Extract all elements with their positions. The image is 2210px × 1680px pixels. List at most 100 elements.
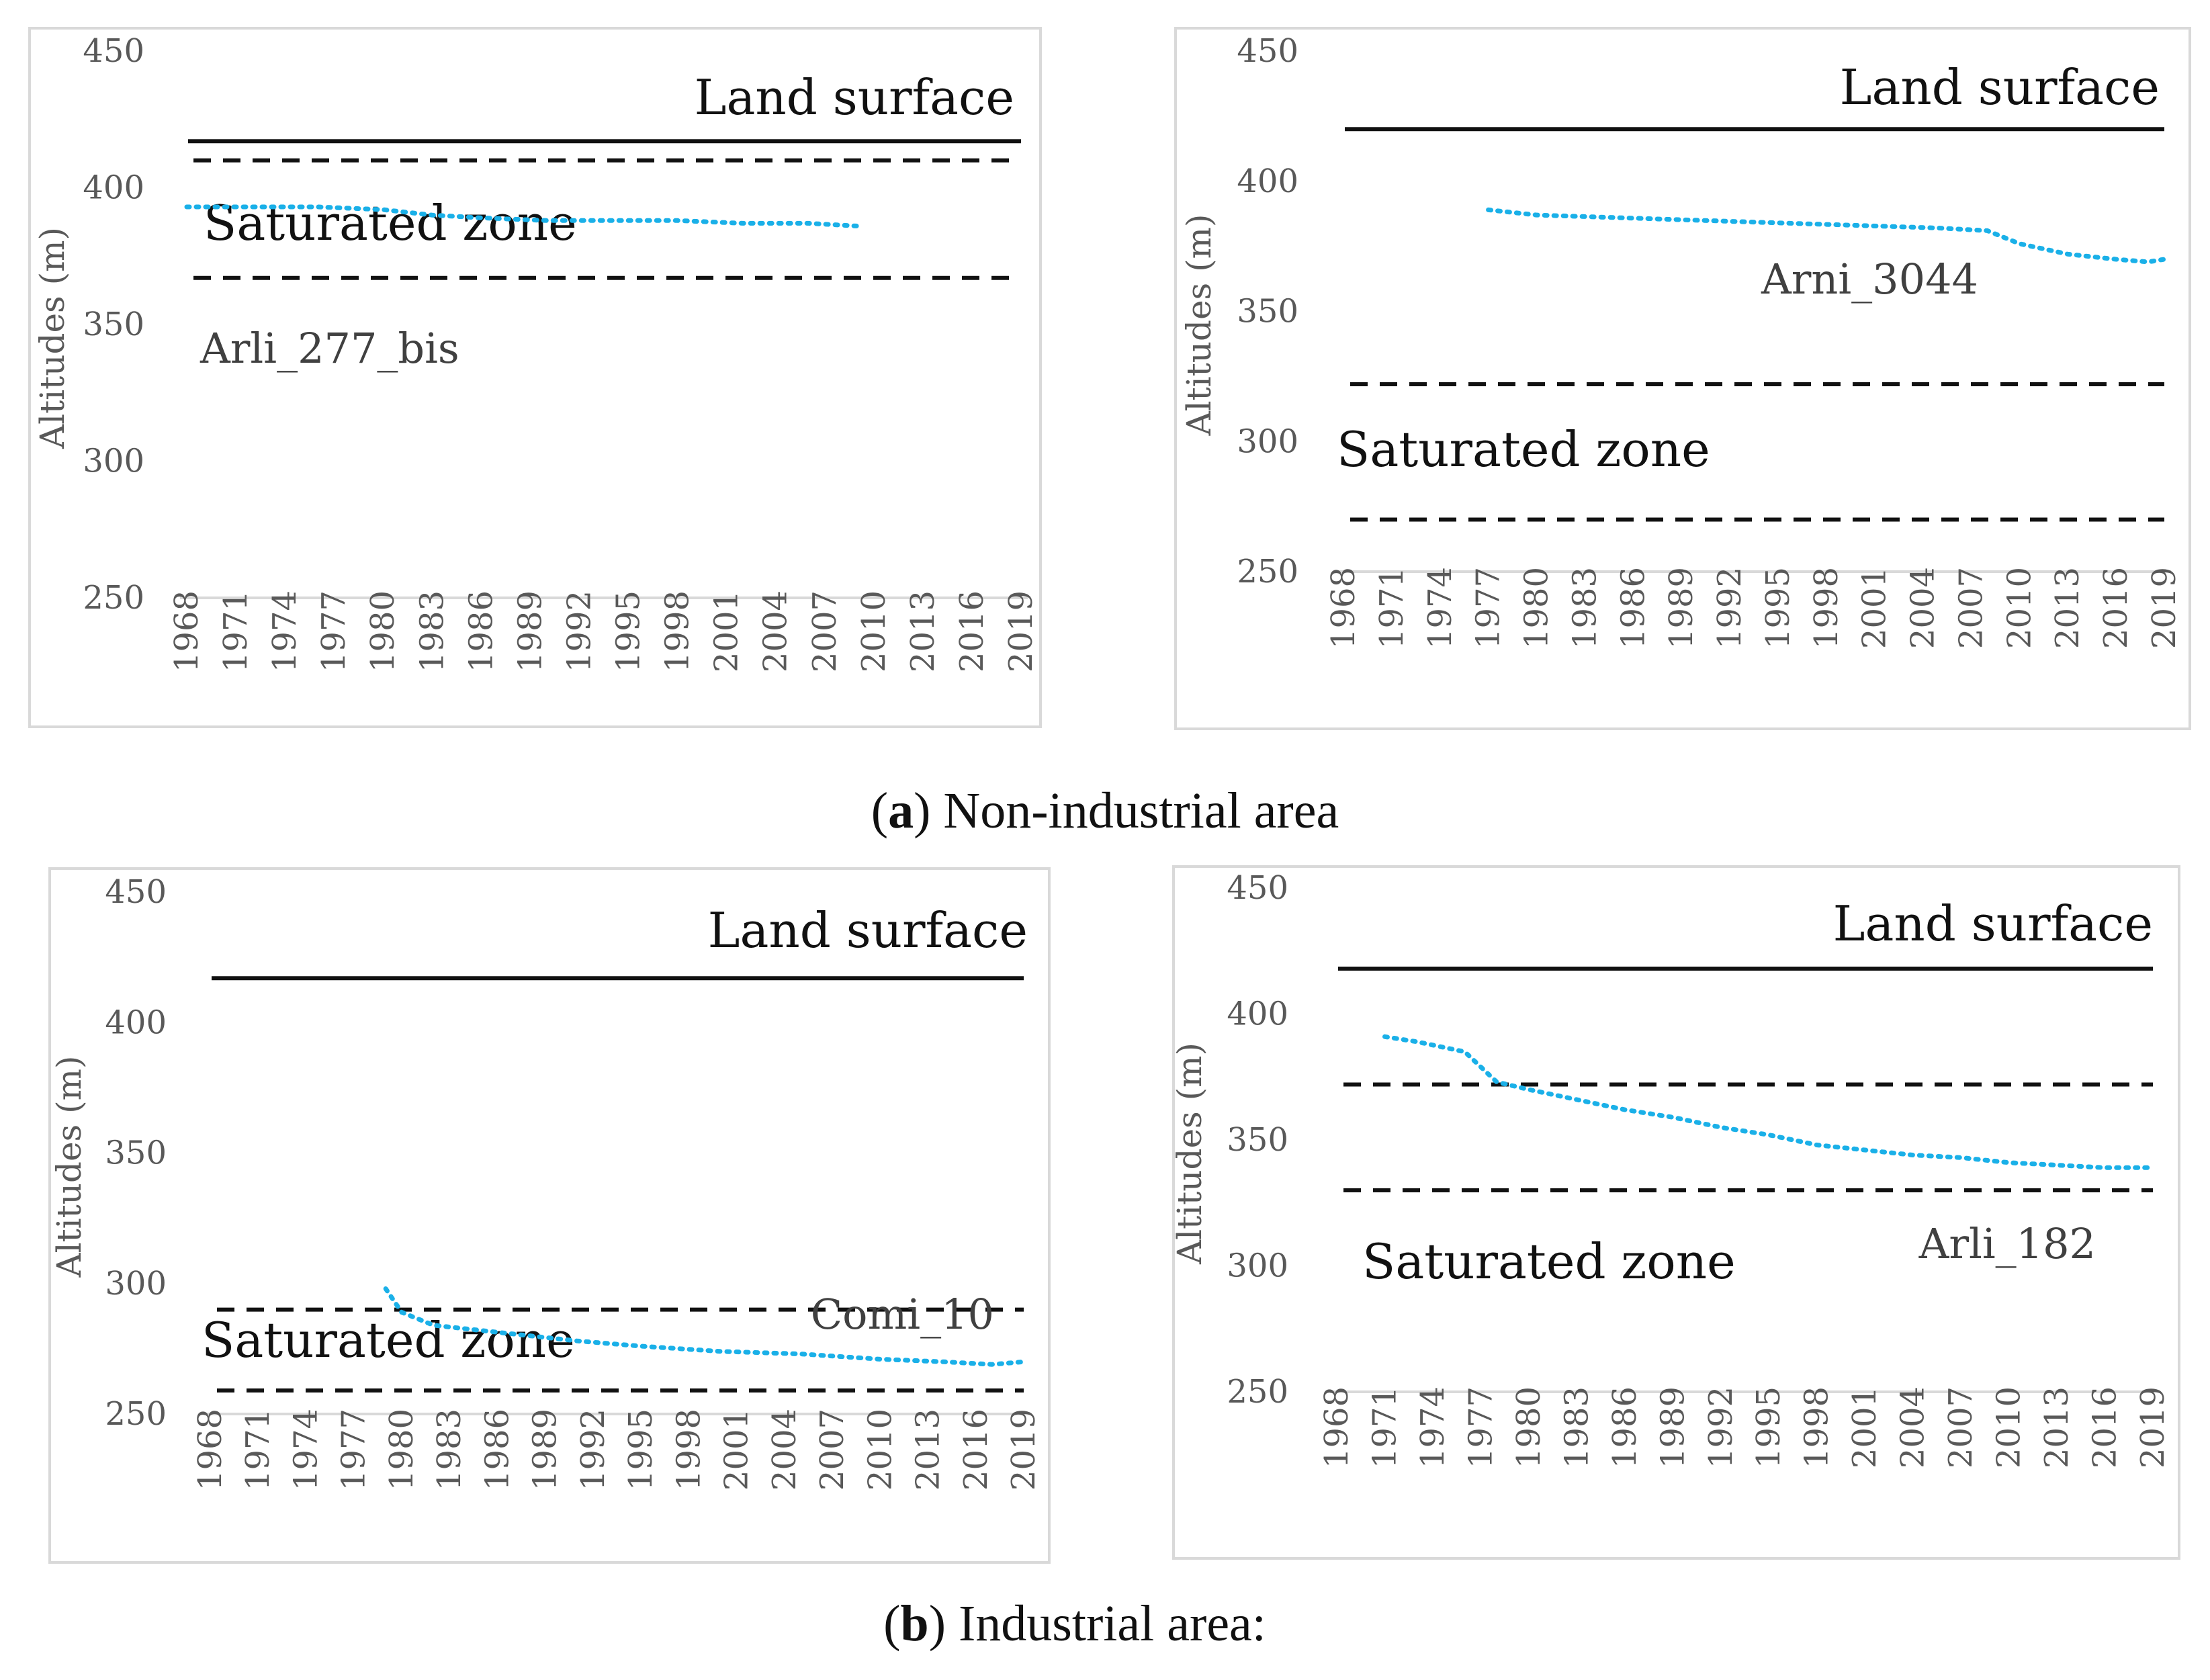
panel-a-right-frame	[1174, 27, 2191, 730]
x-tick-label: 2010	[2000, 567, 2038, 649]
x-tick-label: 2007	[1952, 567, 1990, 649]
x-tick-label: 1995	[610, 590, 648, 672]
x-tick-label: 1968	[1318, 1386, 1356, 1468]
x-tick-label: 1992	[574, 1409, 612, 1491]
x-tick-label: 1998	[670, 1409, 707, 1491]
x-tick-label: 1998	[1798, 1386, 1836, 1468]
x-tick-label: 2004	[1904, 567, 1942, 649]
y-tick-label: 250	[1227, 1373, 1288, 1411]
y-tick-label: 450	[1237, 32, 1298, 70]
x-tick-label: 2004	[1894, 1386, 1932, 1468]
saturated-zone-label: Saturated zone	[202, 1312, 575, 1368]
x-tick-label: 2004	[766, 1409, 803, 1491]
x-tick-label: 1971	[239, 1409, 277, 1491]
x-tick-label: 1995	[622, 1409, 660, 1491]
chart-arli-182: 250 300 350 400 450 Altitudes (m) 1968 1971 1974…	[1170, 869, 2172, 1468]
x-tick-label: 2010	[1990, 1386, 2028, 1468]
y-tick-label: 400	[1227, 996, 1288, 1033]
x-tick-label: 1980	[1518, 567, 1556, 649]
x-tick-label: 2013	[904, 590, 942, 672]
well-label: Comi_10	[811, 1290, 994, 1339]
x-tick-label: 2001	[1846, 1386, 1884, 1468]
y-tick-label: 300	[1237, 423, 1298, 460]
x-tick-label: 1989	[511, 590, 549, 672]
x-tick-label: 1968	[191, 1409, 229, 1491]
caption-b: (b) Industrial area:	[883, 1595, 1266, 1652]
x-tick-label: 1977	[1470, 567, 1507, 649]
caption-a-letter: a	[888, 783, 914, 839]
y-tick-label: 400	[105, 1004, 167, 1041]
y-tick-label: 450	[105, 873, 167, 911]
y-tick-label: 350	[1237, 293, 1298, 330]
x-tick-label: 2013	[2049, 567, 2086, 649]
x-tick-label: 2001	[1856, 567, 1894, 649]
x-tick-label: 2016	[953, 590, 991, 672]
x-tick-label: 2007	[806, 590, 844, 672]
x-tick-label: 1995	[1750, 1386, 1787, 1468]
y-axis-title: Altitudes (m)	[50, 1055, 89, 1278]
panel-a-left-frame	[28, 27, 1042, 728]
y-axis-title: Altitudes (m)	[1170, 1043, 1209, 1265]
y-tick-label: 300	[83, 443, 144, 480]
y-tick-label: 400	[83, 169, 144, 207]
x-tick-label: 2016	[2086, 1386, 2124, 1468]
chart-arli-277-bis: 250 300 350 400 450 Altitudes (m) 1968 1971 1974…	[33, 32, 1040, 672]
land-surface-label: Land surface	[1833, 895, 2153, 952]
y-tick-label: 450	[1227, 869, 1288, 907]
x-tick-label: 1989	[1654, 1386, 1691, 1468]
y-tick-label: 400	[1237, 163, 1298, 200]
well-label: Arli_182	[1918, 1219, 2096, 1268]
x-tick-label: 2007	[1942, 1386, 1980, 1468]
x-tick-label: 2019	[2146, 567, 2183, 649]
y-tick-label: 450	[83, 32, 144, 70]
x-tick-label: 1971	[1366, 1386, 1403, 1468]
x-tick-label: 1974	[1414, 1386, 1452, 1468]
x-tick-label: 2010	[855, 590, 893, 672]
water-level-series	[1486, 207, 2167, 265]
x-tick-label: 1977	[315, 590, 353, 672]
x-tick-label: 1968	[1325, 567, 1362, 649]
x-tick-label: 1980	[383, 1409, 421, 1491]
x-tick-label: 1995	[1759, 567, 1797, 649]
x-tick-label: 1986	[462, 590, 500, 672]
x-tick-label: 2019	[1002, 590, 1040, 672]
caption-b-letter: b	[900, 1595, 928, 1652]
y-tick-label: 300	[1227, 1247, 1288, 1285]
land-surface-label: Land surface	[1840, 59, 2160, 116]
x-tick-label: 2019	[2134, 1386, 2172, 1468]
well-label: Arni_3044	[1761, 255, 1978, 304]
x-tick-label: 2016	[2097, 567, 2135, 649]
y-tick-label: 350	[83, 306, 144, 343]
x-tick-label: 1986	[478, 1409, 516, 1491]
x-tick-label: 1974	[266, 590, 304, 672]
x-tick-label: 1971	[217, 590, 255, 672]
saturated-zone-label: Saturated zone	[1362, 1233, 1736, 1290]
x-tick-label: 2016	[957, 1409, 995, 1491]
x-tick-label: 1992	[1711, 567, 1749, 649]
panel-b-right-frame	[1172, 865, 2180, 1560]
x-tick-label: 1989	[527, 1409, 564, 1491]
saturated-zone-label: Saturated zone	[1337, 421, 1710, 478]
caption-b-text: Industrial area:	[959, 1595, 1266, 1652]
x-tick-label: 2013	[910, 1409, 947, 1491]
x-tick-label: 1977	[1462, 1386, 1499, 1468]
x-tick-label: 2001	[708, 590, 746, 672]
x-tick-label: 1998	[659, 590, 697, 672]
water-level-series	[383, 1286, 1026, 1367]
x-tick-label: 1983	[413, 590, 451, 672]
land-surface-label: Land surface	[695, 69, 1014, 126]
y-axis-title: Altitudes (m)	[1180, 214, 1219, 436]
y-tick-label: 350	[105, 1135, 167, 1172]
x-tick-label: 2004	[757, 590, 795, 672]
x-tick-label: 1986	[1606, 1386, 1644, 1468]
y-tick-label: 350	[1227, 1121, 1288, 1159]
panel-b-left-frame	[48, 867, 1051, 1564]
land-surface-label: Land surface	[708, 902, 1028, 959]
x-tick-label: 2019	[1005, 1409, 1043, 1491]
x-tick-label: 1980	[1510, 1386, 1548, 1468]
x-tick-label: 1998	[1808, 567, 1845, 649]
x-tick-label: 2013	[2038, 1386, 2076, 1468]
x-tick-label: 1980	[364, 590, 402, 672]
x-tick-label: 1968	[168, 590, 206, 672]
